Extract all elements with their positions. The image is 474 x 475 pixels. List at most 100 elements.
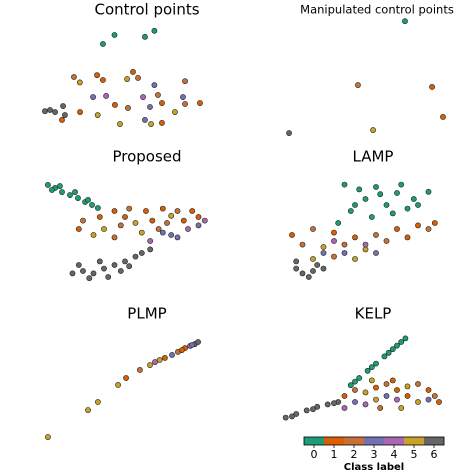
point <box>69 270 76 277</box>
colorbar-label: Class label <box>344 462 404 473</box>
point <box>122 214 128 220</box>
point <box>415 399 421 405</box>
colorbar-segment <box>324 437 345 445</box>
point <box>331 253 337 260</box>
point <box>404 205 411 212</box>
point <box>62 112 68 118</box>
point <box>364 367 371 374</box>
point <box>169 352 175 358</box>
point <box>331 400 337 407</box>
point <box>168 232 175 238</box>
point <box>111 208 118 214</box>
point <box>96 214 103 220</box>
point <box>385 349 392 356</box>
point <box>341 181 348 188</box>
point <box>310 268 316 274</box>
point <box>356 186 363 193</box>
point <box>117 268 124 274</box>
point <box>404 393 411 399</box>
point <box>415 202 421 208</box>
point <box>112 102 118 108</box>
point <box>436 399 442 405</box>
point <box>77 109 83 115</box>
point <box>355 82 361 88</box>
point <box>373 184 379 190</box>
point <box>429 84 435 90</box>
point <box>362 246 369 253</box>
point <box>117 222 124 229</box>
point <box>164 220 170 226</box>
point <box>143 208 149 214</box>
point <box>168 212 175 219</box>
point <box>147 362 153 368</box>
point <box>373 360 379 367</box>
point <box>341 405 348 411</box>
point <box>126 263 133 270</box>
panel-title: KELP <box>355 305 392 323</box>
panel-title: Proposed <box>112 148 181 166</box>
point <box>362 401 369 408</box>
point <box>425 226 432 232</box>
point <box>172 109 178 115</box>
point <box>147 246 154 253</box>
point <box>59 189 65 195</box>
point <box>189 208 196 214</box>
point <box>314 262 321 268</box>
point <box>389 210 396 217</box>
point <box>151 27 158 34</box>
point <box>179 347 185 353</box>
point <box>148 121 154 127</box>
point <box>394 190 400 196</box>
point <box>404 383 411 390</box>
point <box>352 399 358 405</box>
point <box>195 222 202 229</box>
point <box>352 378 358 385</box>
point <box>293 265 300 272</box>
point <box>381 353 388 360</box>
point <box>431 393 438 399</box>
point <box>341 393 348 399</box>
point <box>377 405 384 411</box>
point <box>159 120 165 126</box>
point <box>90 232 97 238</box>
point <box>324 401 331 408</box>
point <box>111 234 118 241</box>
point <box>373 396 379 403</box>
point <box>341 250 348 256</box>
point <box>415 381 421 387</box>
point <box>155 92 161 98</box>
point <box>293 258 300 265</box>
point <box>138 229 145 236</box>
point <box>111 262 118 268</box>
point <box>352 387 358 393</box>
point <box>59 117 65 123</box>
point <box>299 270 306 277</box>
point <box>149 217 156 224</box>
panel-title: LAMP <box>353 148 394 166</box>
point <box>310 406 316 413</box>
point <box>331 229 337 236</box>
point <box>389 346 396 353</box>
point <box>320 250 327 256</box>
point <box>174 208 181 214</box>
point <box>103 93 109 99</box>
panel-title: Control points <box>94 1 199 19</box>
point <box>85 407 91 413</box>
point <box>100 77 106 83</box>
point <box>425 396 432 403</box>
point <box>89 202 95 208</box>
point <box>197 100 203 106</box>
point <box>415 222 421 229</box>
point <box>80 217 86 224</box>
point <box>49 187 55 193</box>
point <box>111 32 118 38</box>
point <box>122 258 128 265</box>
point <box>440 114 446 120</box>
point <box>362 241 369 248</box>
point <box>174 234 181 241</box>
point <box>94 112 101 118</box>
point <box>95 399 101 405</box>
point <box>398 405 405 411</box>
point <box>101 265 107 272</box>
